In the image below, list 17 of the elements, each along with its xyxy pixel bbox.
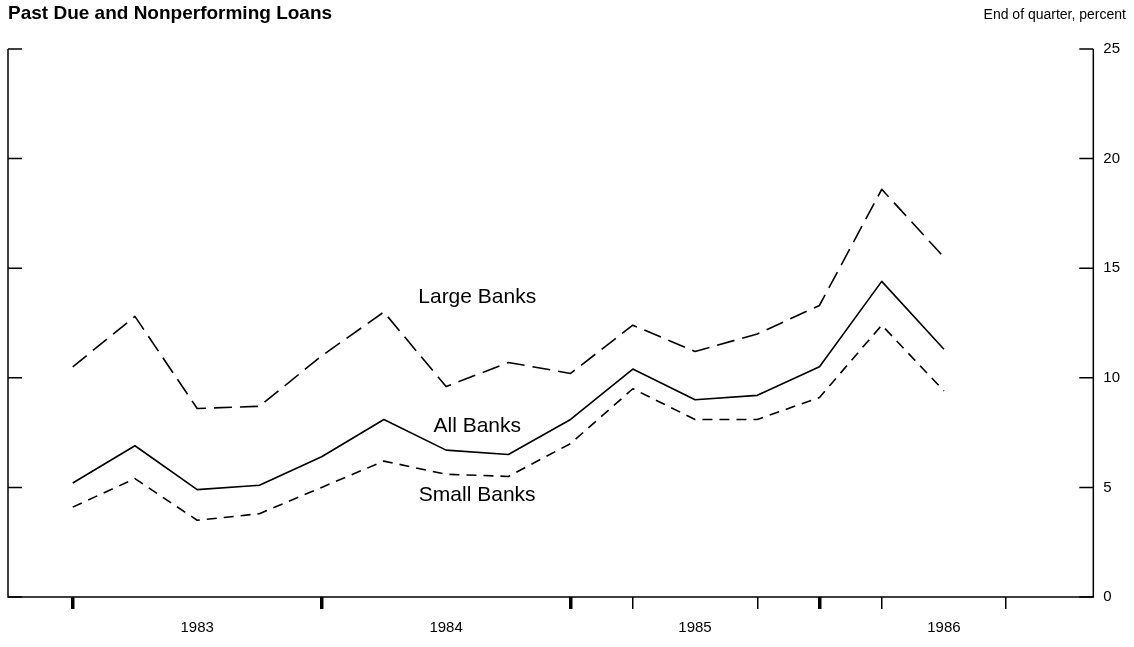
series-label: All Banks [433,413,521,437]
y-tick-label: 15 [1103,258,1120,276]
x-tick-label: 1984 [429,618,463,636]
line-series [71,324,945,522]
y-tick-label: 10 [1103,367,1120,385]
y-tick-label: 20 [1103,148,1120,166]
line-series [71,188,945,410]
x-tick-label: 1985 [678,618,712,636]
series-label: Large Banks [418,283,537,307]
x-tick-label: 1986 [927,618,961,636]
y-tick-label: 25 [1103,39,1120,57]
y-tick-label: 5 [1103,477,1112,495]
y-axis-title: End of quarter, percent [983,6,1126,22]
series-label: Small Banks [418,482,536,506]
chart-title: Past Due and Nonperforming Loans [8,2,333,24]
x-tick-label: 1983 [180,618,214,636]
y-tick-label: 0 [1103,587,1112,605]
